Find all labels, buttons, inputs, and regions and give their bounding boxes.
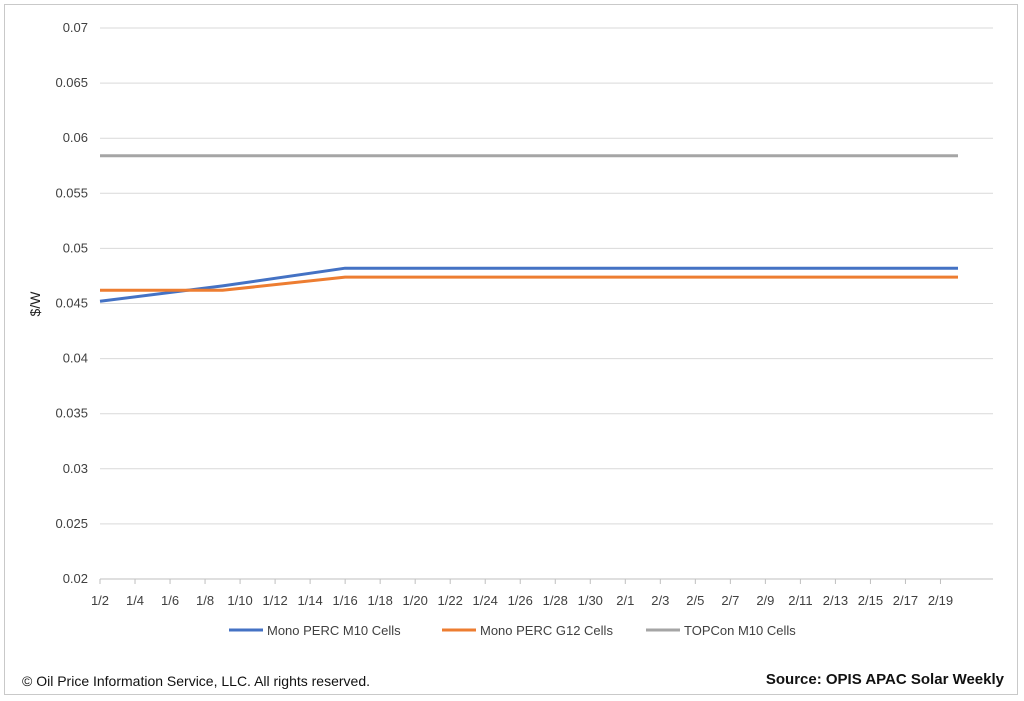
- y-tick-label: 0.065: [55, 75, 88, 90]
- x-tick-label: 1/18: [368, 593, 393, 608]
- legend-item: Mono PERC G12 Cells: [442, 623, 613, 638]
- x-tick-label: 2/3: [651, 593, 669, 608]
- x-tick-label: 1/24: [473, 593, 498, 608]
- x-tick-label: 1/26: [508, 593, 533, 608]
- chart-frame: [4, 4, 1018, 695]
- x-tick-label: 1/14: [297, 593, 322, 608]
- x-tick-label: 2/1: [616, 593, 634, 608]
- y-tick-label: 0.06: [63, 130, 88, 145]
- y-tick-label: 0.055: [55, 185, 88, 200]
- y-axis-ticks: 0.02 0.025 0.03 0.035 0.04 0.045 0.05 0.055 0.06…: [55, 20, 88, 586]
- x-tick-label: 1/12: [262, 593, 287, 608]
- y-tick-label: 0.045: [55, 296, 88, 311]
- x-tick-label: 1/8: [196, 593, 214, 608]
- x-tick-label: 2/9: [756, 593, 774, 608]
- x-tick-label: 1/30: [578, 593, 603, 608]
- legend: Mono PERC M10 Cells Mono PERC G12 Cells TO…: [229, 623, 796, 638]
- y-tick-label: 0.04: [63, 351, 88, 366]
- y-tick-label: 0.035: [55, 406, 88, 421]
- x-tick-label: 1/20: [403, 593, 428, 608]
- legend-label: TOPCon M10 Cells: [684, 623, 796, 638]
- x-tick-label: 2/19: [928, 593, 953, 608]
- x-tick-label: 2/15: [858, 593, 883, 608]
- legend-label: Mono PERC M10 Cells: [267, 623, 401, 638]
- x-tick-label: 1/6: [161, 593, 179, 608]
- x-tick-label: 1/10: [227, 593, 252, 608]
- source-note: Source: OPIS APAC Solar Weekly: [765, 671, 1004, 688]
- legend-item: Mono PERC M10 Cells: [229, 623, 401, 638]
- y-tick-label: 0.05: [63, 240, 88, 255]
- legend-item: TOPCon M10 Cells: [646, 623, 796, 638]
- x-tick-label: 2/5: [686, 593, 704, 608]
- y-axis-label: $/W: [27, 291, 43, 317]
- series-line: [99, 266, 958, 303]
- series-lines: [99, 154, 958, 303]
- series-line: [100, 275, 958, 292]
- y-tick-label: 0.03: [63, 461, 88, 476]
- x-tick-label: 1/16: [332, 593, 357, 608]
- x-tick-label: 2/11: [788, 593, 812, 608]
- x-tick-label: 1/4: [126, 593, 144, 608]
- y-tick-label: 0.02: [63, 571, 88, 586]
- x-tick-label: 1/28: [543, 593, 568, 608]
- x-tick-label: 2/7: [721, 593, 739, 608]
- y-tick-label: 0.07: [63, 20, 88, 35]
- copyright-notice: © Oil Price Information Service, LLC. Al…: [22, 673, 370, 689]
- y-tick-label: 0.025: [55, 516, 88, 531]
- x-tick-label: 1/2: [91, 593, 109, 608]
- x-tick-label: 2/17: [893, 593, 918, 608]
- gridlines: [100, 27, 993, 525]
- legend-label: Mono PERC G12 Cells: [480, 623, 613, 638]
- x-tick-label: 1/22: [438, 593, 463, 608]
- x-tick-label: 2/13: [823, 593, 848, 608]
- x-axis-ticks: 1/2 1/4 1/6 1/8 1/10 1/12 1/14 1/16 1/18 1/20 1/22…: [91, 579, 953, 608]
